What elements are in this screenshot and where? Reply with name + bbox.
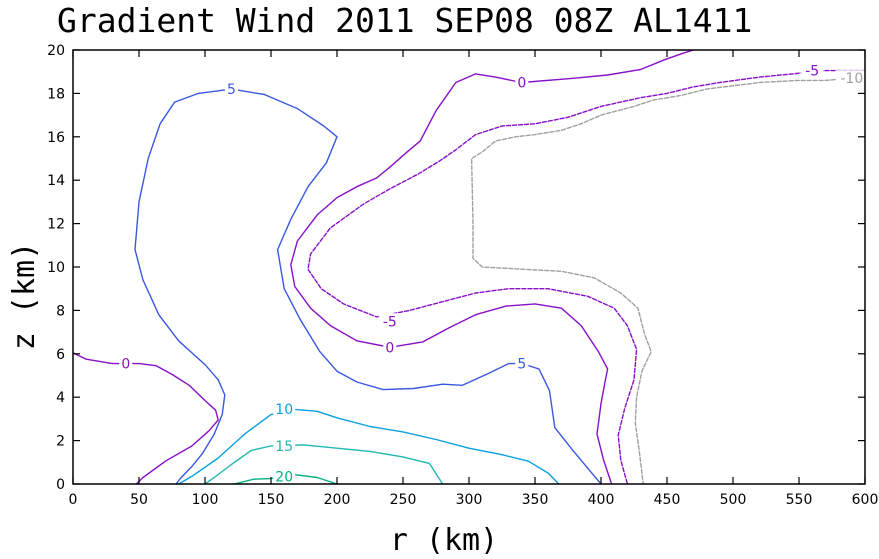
contour-label-bg	[378, 313, 401, 330]
contour-annotation: 5	[227, 82, 236, 98]
contour-labels: 20 15 10 5 0 0 -5 -10 -5 0 5	[119, 62, 868, 485]
x-tick-label: 600	[852, 492, 879, 508]
contour-label-bg	[383, 339, 397, 356]
y-tick-label: 12	[47, 217, 65, 233]
y-tick-label: 18	[47, 86, 65, 102]
contour-label-bg	[801, 62, 824, 79]
y-tick-label: 0	[56, 477, 65, 493]
x-axis-ticks: 0 50 100 150 200 250 300 350 400 450 500 550 600	[69, 50, 879, 508]
chart-title: Gradient Wind 2011 SEP08 08Z AL1411	[57, 1, 752, 40]
x-tick-label: 550	[786, 492, 813, 508]
plot-frame	[72, 49, 866, 485]
contour-label-bg	[836, 70, 868, 87]
y-tick-label: 14	[47, 173, 65, 189]
x-tick-label: 150	[258, 492, 285, 508]
contour-label-bg	[119, 355, 133, 372]
plot-area: 20 15 10 5 0 0 -5 -10 -5 0 5	[72, 49, 868, 485]
contour-label-bg	[515, 74, 529, 91]
contour-line-0	[290, 49, 695, 485]
x-axis-label: r (km)	[390, 523, 498, 558]
contour-label: 20	[275, 469, 293, 485]
contour-label-bg	[273, 438, 296, 455]
contour-line-0	[72, 352, 219, 485]
contour-label: -10	[840, 71, 863, 87]
y-tick-label: 8	[56, 303, 65, 319]
x-tick-label: 450	[654, 492, 681, 508]
x-tick-label: 500	[720, 492, 747, 508]
y-tick-label: 2	[56, 434, 65, 450]
contour-line-5	[134, 88, 602, 485]
y-axis-label: z (km)	[7, 242, 42, 350]
x-tick-label: 50	[130, 492, 148, 508]
y-tick-label: 16	[47, 130, 65, 146]
x-tick-label: 300	[456, 492, 483, 508]
x-tick-label: 200	[324, 492, 351, 508]
contour-label-bg	[515, 355, 529, 372]
contour-label: 0	[121, 357, 130, 373]
x-tick-label: 350	[522, 492, 549, 508]
contour-annotation: 0	[517, 76, 526, 92]
contour-label-bg	[273, 401, 296, 418]
y-axis-ticks: 0 2 4 6 8 10 12 14 16 18 20	[47, 43, 865, 493]
contour-line--5	[307, 69, 866, 485]
contour-annotation: -5	[805, 64, 819, 80]
y-tick-label: 10	[47, 260, 65, 276]
y-tick-label: 20	[47, 43, 65, 59]
contour-label: 0	[385, 340, 394, 356]
x-tick-label: 100	[192, 492, 219, 508]
contour-line--10	[470, 76, 866, 485]
contour-label: 5	[517, 357, 526, 373]
contour-label: 10	[275, 402, 293, 418]
y-tick-label: 6	[56, 347, 65, 363]
contour-line-10	[177, 408, 560, 485]
contour-label: -5	[383, 314, 397, 330]
contour-line-15	[204, 444, 444, 485]
x-tick-label: 0	[69, 492, 78, 508]
contour-label: 15	[275, 439, 293, 455]
x-tick-label: 400	[588, 492, 615, 508]
x-tick-label: 250	[390, 492, 417, 508]
contour-label-bg	[273, 468, 296, 485]
contour-lines	[72, 49, 866, 485]
y-tick-label: 4	[56, 390, 65, 406]
contour-label-bg	[224, 81, 238, 98]
